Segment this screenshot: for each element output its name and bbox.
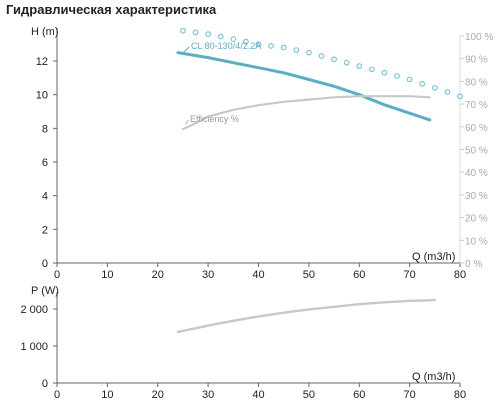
head-curve-dot [431, 85, 438, 91]
power-x-axis-label: Q (m3/h) [412, 371, 455, 383]
head-x-tick-label: 70 [404, 269, 416, 281]
head-curve-dot [419, 80, 426, 87]
head-y2-tick-label: 80 % [465, 77, 488, 88]
power-x-tick-label: 30 [202, 389, 214, 400]
head-y2-tick-label: 40 % [465, 168, 488, 179]
head-curve-dot [318, 53, 325, 59]
head-x-tick-label: 40 [252, 269, 264, 281]
head-curve-dot [306, 49, 312, 56]
head-curve-dot [217, 33, 224, 40]
power-x-tick-label: 10 [101, 389, 113, 400]
efficiency-label-leader [184, 119, 190, 125]
head-curve-dot [343, 59, 350, 66]
head-x-tick-label: 10 [101, 269, 113, 281]
head-curve-dot [280, 44, 287, 51]
head-y2-tick-label: 30 % [465, 191, 488, 202]
power-curve-line [176, 298, 436, 334]
head-y-axis-label: H (m) [31, 26, 59, 38]
head-curve-dot [444, 89, 451, 95]
head-curve-dot [255, 41, 262, 48]
head-y2-tick-label: 70 % [465, 100, 488, 111]
page-title: Гидравлическая характеристика [6, 2, 217, 17]
head-x-tick-label: 60 [353, 269, 365, 281]
head-curve-dot [381, 69, 388, 76]
power-y-axis-label: P (W) [31, 285, 59, 297]
head-y2-tick-label: 50 % [465, 146, 488, 157]
head-curve-dot [457, 93, 463, 100]
power-x-tick-label: 60 [353, 389, 365, 400]
head-x-axis-label: Q (m3/h) [412, 251, 455, 263]
head-curve-dot [356, 63, 363, 69]
head-y2-tick-label: 20 % [465, 214, 488, 225]
power-x-tick-label: 40 [252, 389, 264, 400]
head-series-label: CL 80-130/4/2.2A [191, 41, 261, 51]
power-x-tick-label: 70 [404, 389, 416, 400]
power-y-tick-label: 0 [42, 378, 48, 390]
head-y2-tick-label: 0 % [465, 259, 482, 270]
head-y-tick-label: 8 [42, 123, 48, 135]
head-curve-dot [205, 31, 211, 37]
head-curve-dot [406, 76, 413, 83]
head-curve-line [176, 51, 432, 122]
power-y-tick-label: 1 000 [20, 341, 48, 353]
head-curve-dot [243, 38, 249, 45]
head-y2-tick-label: 60 % [465, 123, 488, 134]
head-y-tick-label: 0 [42, 258, 48, 270]
head-y-tick-label: 2 [42, 224, 48, 236]
head-curve-dot [180, 27, 186, 34]
power-x-tick-label: 50 [303, 389, 315, 400]
power-x-tick-label: 0 [54, 389, 60, 400]
head-series-label-leader [181, 46, 190, 55]
head-x-tick-label: 0 [54, 269, 60, 281]
efficiency-label: Efficiency % [190, 114, 239, 124]
head-y2-tick-label: 10 % [465, 236, 488, 247]
efficiency-curve-line [181, 95, 431, 131]
head-y-tick-label: 4 [42, 191, 48, 203]
head-curve-dot [394, 73, 400, 79]
head-curve-dot [368, 66, 375, 73]
head-curve-dot [268, 42, 274, 49]
head-y-tick-label: 12 [36, 56, 48, 68]
head-y2-tick-label: 90 % [465, 55, 488, 66]
head-curve-dot [331, 56, 337, 63]
power-x-tick-label: 80 [454, 389, 466, 400]
head-x-tick-label: 20 [152, 269, 164, 281]
head-curve-dot [192, 29, 199, 36]
head-y-tick-label: 10 [36, 90, 48, 102]
head-y2-tick-label: 100 % [465, 32, 493, 43]
head-x-tick-label: 50 [303, 269, 315, 281]
power-y-tick-label: 2 000 [20, 304, 48, 316]
power-x-tick-label: 20 [152, 389, 164, 400]
head-curve-dot [293, 47, 300, 53]
head-curve-dot [230, 36, 237, 42]
head-y-tick-label: 6 [42, 157, 48, 169]
head-x-tick-label: 80 [454, 269, 466, 281]
head-x-tick-label: 30 [202, 269, 214, 281]
